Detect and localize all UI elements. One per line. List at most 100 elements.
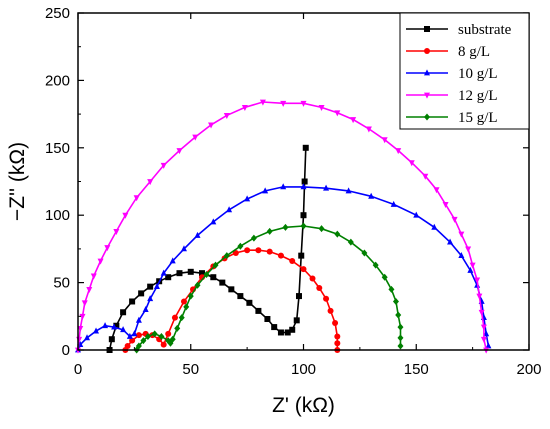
data-point-10-g-l [102, 322, 109, 329]
legend-marker [424, 48, 430, 54]
data-point-substrate [246, 299, 253, 306]
data-point-10-g-l [131, 330, 138, 337]
data-point-12-g-l [480, 336, 487, 343]
data-point-12-g-l [395, 148, 402, 155]
axes-layer: Z' (kΩ) −Z'' (kΩ) 0 50 100 150 200 0 50 100 150 2… [6, 5, 542, 417]
legend-label: 12 g/L [458, 88, 498, 104]
data-point-12-g-l [147, 179, 154, 186]
legend-marker [424, 92, 430, 99]
data-point-10-g-l [142, 305, 149, 312]
data-point-12-g-l [160, 162, 167, 169]
data-point-8-g-l [232, 249, 239, 256]
data-point-8-g-l [244, 247, 251, 254]
data-point-15-g-l [300, 222, 307, 230]
legend-box [399, 12, 530, 130]
data-point-substrate [284, 329, 291, 336]
data-point-substrate [228, 286, 235, 293]
data-point-10-g-l [153, 283, 160, 290]
data-point-10-g-l [135, 316, 142, 323]
data-point-12-g-l [350, 117, 357, 124]
data-point-8-g-l [323, 295, 330, 302]
data-point-10-g-l [262, 187, 269, 194]
x-tick-label: 200 [516, 361, 541, 378]
data-point-12-g-l [365, 126, 372, 133]
data-point-8-g-l [129, 337, 136, 344]
data-point-15-g-l [334, 230, 341, 238]
data-point-10-g-l [390, 200, 397, 207]
series-15-g-l [133, 222, 404, 354]
data-point-10-g-l [467, 266, 474, 273]
data-point-12-g-l [381, 137, 388, 144]
data-point-substrate [300, 212, 307, 219]
data-point-15-g-l [388, 285, 395, 293]
data-point-10-g-l [210, 218, 217, 225]
series-10-g-l [75, 183, 492, 353]
data-point-substrate [289, 326, 296, 333]
data-point-substrate [138, 290, 145, 297]
y-tick-label: 50 [53, 275, 70, 292]
data-point-10-g-l [111, 323, 118, 330]
data-point-10-g-l [323, 184, 330, 191]
data-point-15-g-l [169, 335, 176, 343]
series-12-g-l [75, 99, 490, 354]
data-point-10-g-l [169, 257, 176, 264]
data-point-10-g-l [244, 195, 251, 202]
data-point-10-g-l [431, 223, 438, 230]
data-point-10-g-l [413, 211, 420, 218]
data-point-10-g-l [485, 342, 492, 349]
data-point-15-g-l [361, 249, 368, 257]
data-point-12-g-l [318, 104, 325, 111]
data-point-8-g-l [255, 247, 262, 254]
data-point-substrate [187, 268, 194, 275]
data-point-15-g-l [237, 242, 244, 250]
data-point-8-g-l [332, 320, 339, 327]
data-point-substrate [120, 309, 127, 316]
data-point-10-g-l [180, 245, 187, 252]
data-point-substrate [210, 274, 217, 281]
data-point-substrate [165, 274, 172, 281]
series-line-10-g-l [77, 186, 490, 351]
series-line-15-g-l [135, 225, 402, 351]
data-point-12-g-l [408, 160, 415, 167]
data-point-10-g-l [458, 252, 465, 259]
legend: substrate 8 g/L 10 g/L 12 g/L 15 g/L [399, 12, 530, 130]
data-point-10-g-l [280, 183, 287, 190]
data-point-12-g-l [223, 113, 230, 120]
data-point-12-g-l [104, 245, 111, 252]
data-point-10-g-l [147, 295, 154, 302]
data-point-8-g-l [135, 332, 142, 339]
data-point-15-g-l [397, 342, 404, 350]
data-point-12-g-l [458, 231, 465, 238]
data-point-15-g-l [212, 261, 219, 269]
legend-marker [424, 26, 430, 32]
data-point-substrate [176, 270, 183, 277]
data-point-12-g-l [478, 309, 485, 316]
data-point-12-g-l [280, 100, 287, 107]
y-tick-label: 0 [62, 342, 70, 359]
data-point-15-g-l [250, 234, 257, 242]
data-point-15-g-l [318, 225, 325, 233]
data-point-8-g-l [334, 333, 341, 340]
data-point-15-g-l [392, 297, 399, 305]
data-point-10-g-l [345, 187, 352, 194]
data-point-15-g-l [194, 281, 201, 289]
x-tick-label: 50 [182, 361, 199, 378]
data-point-12-g-l [77, 326, 84, 333]
data-point-15-g-l [187, 292, 194, 300]
data-point-substrate [264, 315, 271, 322]
data-point-substrate [237, 293, 244, 300]
data-point-12-g-l [133, 195, 140, 202]
data-point-12-g-l [122, 212, 129, 219]
x-axis-label: Z' (kΩ) [272, 394, 335, 417]
data-point-15-g-l [178, 314, 185, 322]
data-point-8-g-l [327, 307, 334, 314]
data-point-substrate [147, 283, 154, 290]
data-point-substrate [271, 324, 278, 331]
data-point-8-g-l [160, 341, 167, 348]
data-point-substrate [199, 270, 206, 277]
data-point-15-g-l [372, 261, 379, 269]
data-point-12-g-l [208, 122, 215, 129]
data-point-12-g-l [476, 293, 483, 300]
